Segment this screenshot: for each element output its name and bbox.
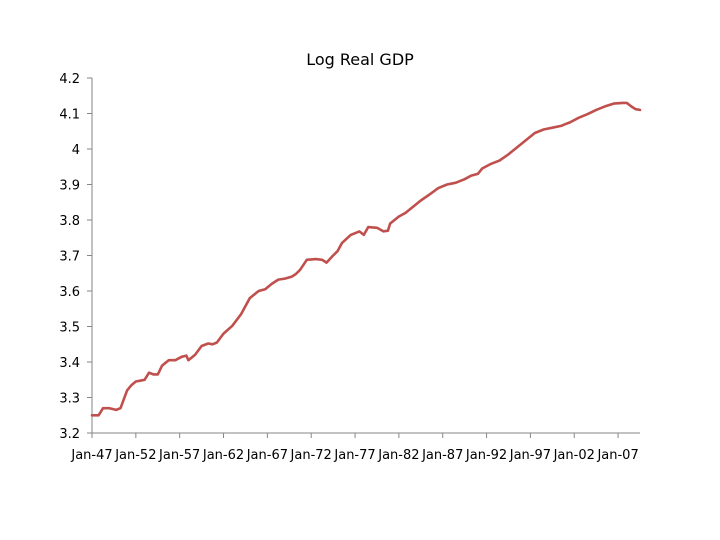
x-tick-label: Jan-47	[70, 448, 112, 463]
y-tick-label: 3.2	[59, 427, 80, 442]
y-tick-label: 4	[72, 143, 80, 158]
x-tick-label: Jan-72	[290, 448, 332, 463]
y-tick-label: 3.3	[59, 392, 80, 407]
x-tick-label: Jan-82	[377, 448, 419, 463]
y-tick-label: 3.4	[59, 356, 80, 371]
x-tick-label: Jan-62	[202, 448, 244, 463]
series-group	[90, 101, 642, 417]
x-ticks-group: Jan-47 Jan-52 Jan-57 Jan-62 Jan-67 Jan-72 Jan-…	[70, 433, 639, 463]
y-tick-label: 3.8	[59, 214, 80, 229]
series-line	[90, 101, 642, 417]
x-tick-label: Jan-67	[246, 448, 288, 463]
y-tick-label: 3.6	[59, 285, 80, 300]
y-tick-label: 3.7	[59, 250, 80, 265]
x-tick-label: Jan-07	[596, 448, 638, 463]
x-tick-label: Jan-02	[553, 448, 595, 463]
x-tick-label: Jan-87	[421, 448, 463, 463]
y-tick-label: 4.1	[59, 108, 80, 123]
y-tick-label: 4.2	[59, 72, 80, 87]
y-tick-label: 3.9	[59, 179, 80, 194]
x-tick-label: Jan-92	[465, 448, 507, 463]
x-tick-label: Jan-97	[509, 448, 551, 463]
x-tick-label: Jan-57	[158, 448, 200, 463]
x-tick-label: Jan-77	[333, 448, 375, 463]
y-tick-label: 3.5	[59, 321, 80, 336]
y-ticks-group: 3.2 3.3 3.4 3.5 3.6 3.7 3.8 3.9 4 4.1 4.2	[59, 72, 92, 442]
chart-title: Log Real GDP	[306, 50, 414, 69]
x-tick-label: Jan-52	[114, 448, 156, 463]
